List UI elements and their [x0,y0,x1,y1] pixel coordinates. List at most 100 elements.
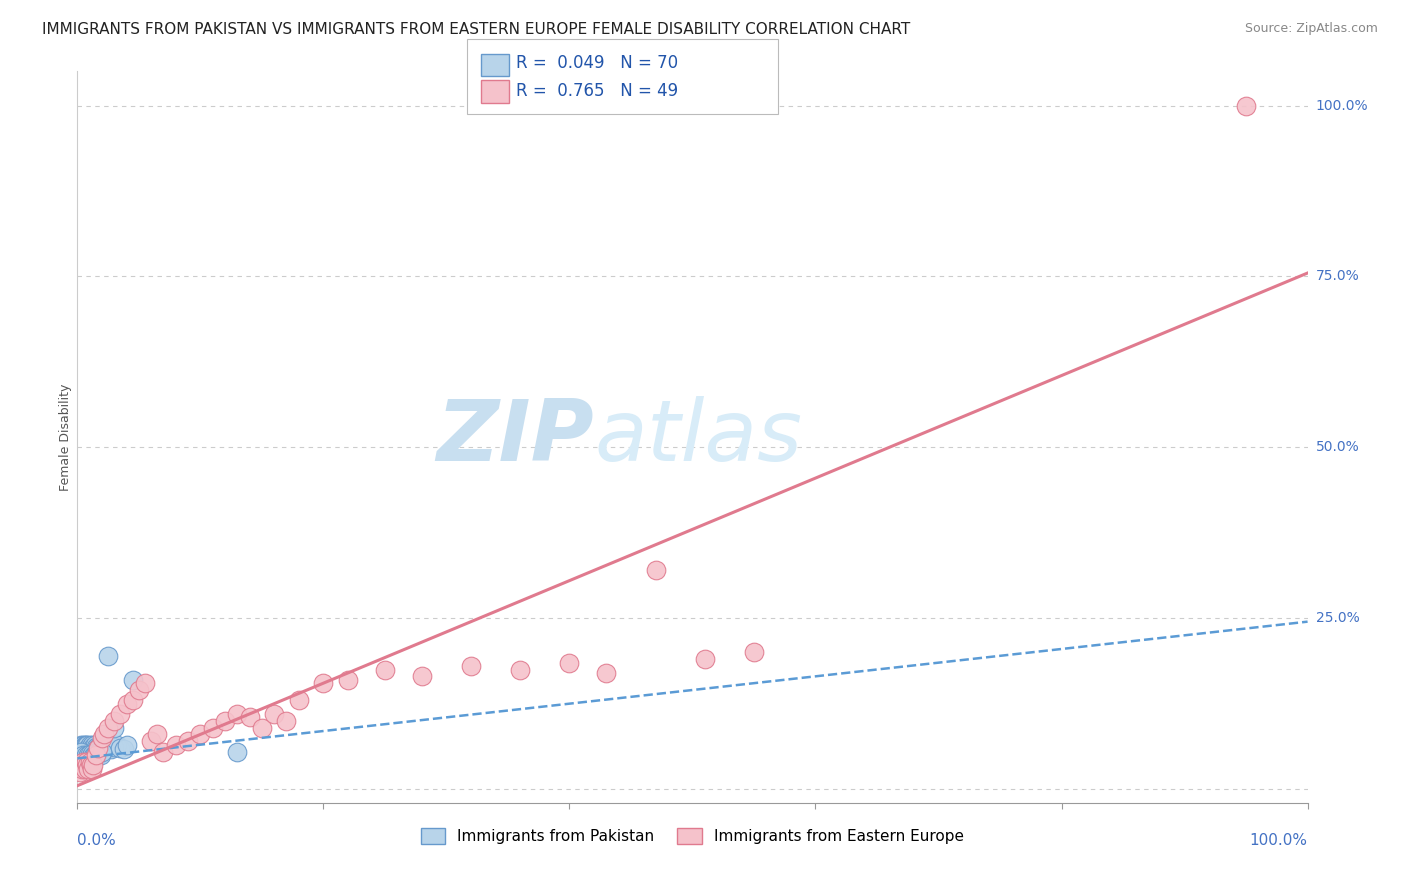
Point [72,741,94,756]
Point [93,727,115,741]
Point [90,745,114,759]
Point [70,745,93,759]
Text: 100.0%: 100.0% [1316,98,1368,112]
Point [76,738,98,752]
Point [79,741,101,756]
Point [80,739,103,754]
Point [89,745,111,759]
Point [374,663,396,677]
Point [509,663,531,677]
Point [87,741,110,756]
Point [121,693,143,707]
Point [214,714,236,728]
Point [112,742,135,756]
Point [693,652,716,666]
Point [79,738,101,752]
Point [250,721,273,735]
Text: R =  0.765   N = 49: R = 0.765 N = 49 [516,82,678,100]
Point [75,747,97,762]
Legend: Immigrants from Pakistan, Immigrants from Eastern Europe: Immigrants from Pakistan, Immigrants fro… [415,822,970,850]
Point [75,745,97,759]
Point [146,727,169,741]
Text: 100.0%: 100.0% [1250,833,1308,848]
Point [276,714,298,728]
Point [644,563,666,577]
Point [84,749,107,764]
Point [100,742,122,756]
Point [73,741,96,756]
Point [76,745,98,759]
Point [82,758,104,772]
Point [337,673,360,687]
Point [76,751,98,765]
Point [77,747,100,762]
Point [77,741,100,756]
Point [76,742,98,756]
Point [70,738,93,752]
Point [82,738,104,752]
Point [110,741,132,756]
Point [82,739,104,754]
Point [89,745,111,759]
Point [79,745,101,759]
Point [90,747,112,762]
Point [79,747,101,761]
Point [80,749,103,764]
Point [90,741,112,756]
Point [76,758,98,772]
Point [83,742,105,756]
Point [141,734,163,748]
Point [69,745,91,759]
Point [69,765,91,780]
Point [73,738,96,752]
Point [77,745,100,759]
Point [558,656,581,670]
Text: Source: ZipAtlas.com: Source: ZipAtlas.com [1244,22,1378,36]
Point [84,747,107,762]
Point [87,747,110,762]
Point [105,738,128,752]
Point [73,762,96,776]
Point [70,741,93,756]
Point [82,749,104,764]
Point [86,745,108,759]
Point [82,745,104,759]
Point [70,762,93,776]
Point [72,738,94,752]
Point [75,755,97,769]
Point [84,739,107,754]
Point [121,673,143,687]
Point [80,758,103,772]
Point [82,747,104,761]
Point [82,762,104,776]
Point [70,758,93,772]
Text: ZIP: ZIP [436,395,595,479]
Point [75,738,97,752]
Text: 75.0%: 75.0% [1316,269,1360,284]
Point [1234,98,1257,112]
Point [239,710,262,724]
Point [80,742,103,756]
Text: IMMIGRANTS FROM PAKISTAN VS IMMIGRANTS FROM EASTERN EUROPE FEMALE DISABILITY COR: IMMIGRANTS FROM PAKISTAN VS IMMIGRANTS F… [42,22,911,37]
Point [226,745,249,759]
Point [288,693,311,707]
Point [72,747,94,762]
Point [134,676,156,690]
Point [201,721,224,735]
Point [312,676,335,690]
Text: 0.0%: 0.0% [77,833,117,848]
Point [70,745,93,759]
Point [595,665,617,680]
Point [90,739,114,754]
Point [67,751,90,765]
Point [73,745,96,759]
Point [79,755,101,769]
Point [70,751,93,765]
Point [72,755,94,769]
Point [97,648,120,663]
Point [93,742,115,756]
Point [86,741,108,756]
Text: atlas: atlas [595,395,801,479]
Y-axis label: Female Disability: Female Disability [59,384,72,491]
Text: 25.0%: 25.0% [1316,611,1360,625]
